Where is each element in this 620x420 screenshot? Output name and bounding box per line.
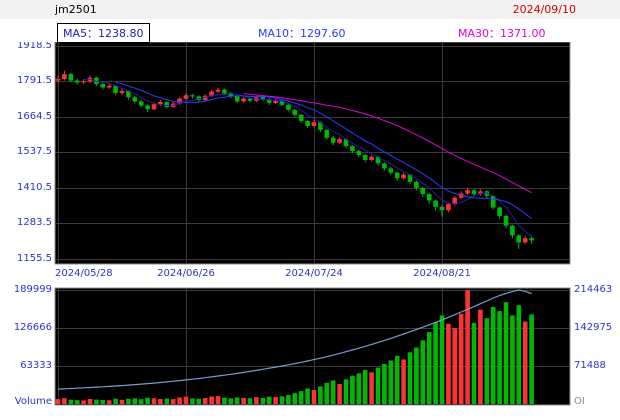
price-axis-label: 1155.5 (17, 253, 52, 264)
indicator-legend: MA5：1238.80 MA10：1297.60 MA30：1371.00 (0, 19, 620, 43)
price-axis-label: 1664.5 (17, 111, 52, 122)
oi-axis-label: 214463 (574, 284, 613, 295)
oi-panel-title: OI (574, 396, 585, 407)
price-axis-label: 1918.5 (17, 40, 52, 51)
trade-date: 2024/09/10 (512, 3, 576, 16)
title-bar: jm2501 2024/09/10 (0, 0, 620, 19)
ma5-readout[interactable]: MA5：1238.80 (57, 23, 150, 43)
ma5-line (83, 78, 532, 237)
price-axis-label: 1791.5 (17, 75, 52, 86)
date-axis-label: 2024/08/21 (413, 268, 471, 279)
volume-panel (54, 287, 571, 406)
volume-panel-title: Volume (14, 396, 52, 407)
ma10-readout: MA10：1297.60 (258, 27, 346, 40)
oi-axis-label: 71488 (574, 360, 606, 371)
candlesticks (55, 70, 534, 249)
volume-axis-label: 126666 (13, 322, 52, 333)
open-interest-line (57, 289, 532, 390)
date-axis-label: 2024/05/28 (55, 268, 113, 279)
date-axis-label: 2024/06/26 (157, 268, 215, 279)
volume-axis-label: 63333 (20, 360, 52, 371)
ma10-line (115, 82, 532, 220)
volume-bars (55, 290, 534, 404)
price-axis-label: 1410.5 (17, 182, 52, 193)
price-axis-label: 1283.5 (17, 217, 52, 228)
contract-symbol: jm2501 (55, 3, 97, 16)
price-axis-label: 1537.5 (17, 146, 52, 157)
date-axis-label: 2024/07/24 (285, 268, 343, 279)
volume-axis-label: 189999 (13, 284, 52, 295)
oi-axis-label: 142975 (574, 322, 613, 333)
ma30-readout: MA30：1371.00 (458, 27, 546, 40)
ma30-line (243, 93, 532, 194)
